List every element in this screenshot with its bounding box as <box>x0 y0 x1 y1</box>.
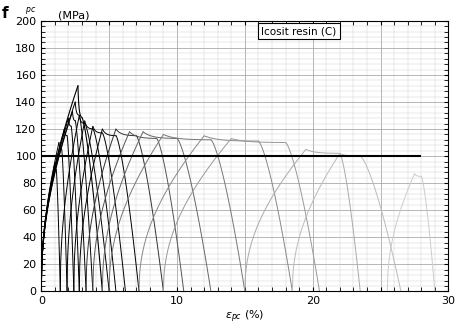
Text: Icosit resin (C): Icosit resin (C) <box>261 26 337 36</box>
Text: $\mathbf{f}$: $\mathbf{f}$ <box>0 5 9 21</box>
Text: (MPa): (MPa) <box>58 10 89 20</box>
X-axis label: $\varepsilon_{pc}$ (%): $\varepsilon_{pc}$ (%) <box>225 309 265 325</box>
Text: $_{pc}$: $_{pc}$ <box>25 6 36 18</box>
